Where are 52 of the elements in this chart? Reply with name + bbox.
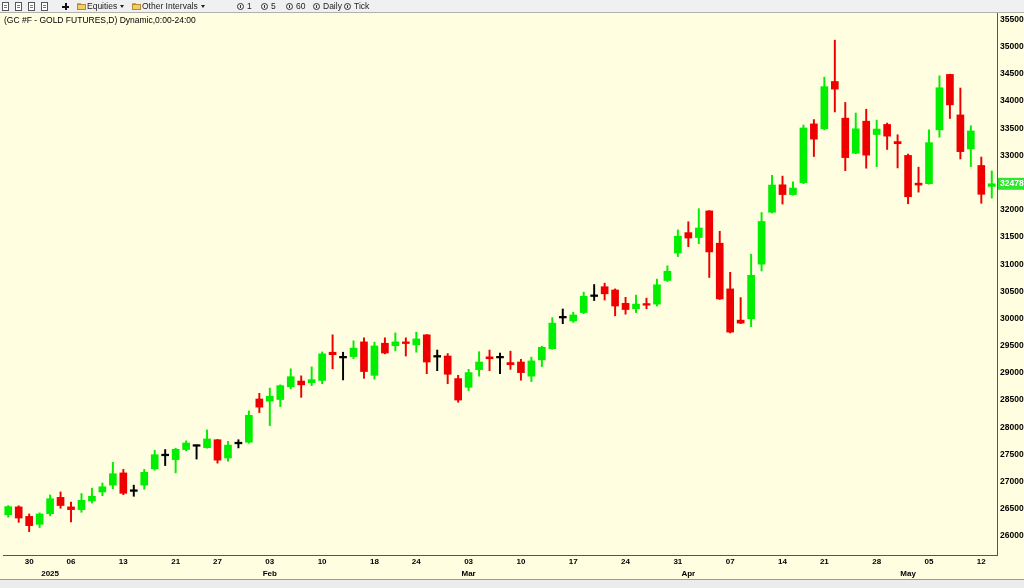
candlestick [893, 134, 902, 169]
y-tick-label: 31000 [1000, 258, 1024, 269]
x-tick-label: 10 [516, 557, 526, 567]
y-tick-label: 26000 [1000, 530, 1024, 541]
header-panel: Equities Other Intervals 1 5 60 Daily Tick [0, 0, 1024, 13]
y-tick-label: 29000 [1000, 367, 1024, 378]
x-tick-label: 30 [24, 557, 35, 567]
x-tick-label: 21 [171, 557, 181, 567]
y-tick-label: 29500 [1000, 340, 1024, 351]
candlestick [161, 449, 170, 466]
x-tick-label: 14 [778, 557, 788, 567]
x-tick-label: May [900, 569, 917, 579]
x-tick-label: 06 [66, 557, 77, 567]
y-tick-label: 31500 [1000, 231, 1024, 242]
x-tick-label: 24 [621, 557, 631, 567]
y-tick-label: 28500 [1000, 394, 1024, 405]
x-tick-label: Apr [681, 569, 696, 579]
candlestick [496, 352, 504, 375]
x-tick-label: 31 [673, 557, 683, 567]
x-tick-label: 03 Feb [262, 557, 278, 579]
y-tick-label: 26500 [1000, 503, 1024, 514]
y-tick-label: 33500 [1000, 122, 1024, 133]
y-tick-label: 34500 [1000, 68, 1024, 79]
x-tick-label: 07 [725, 557, 736, 567]
candlestick [830, 39, 839, 113]
x-tick-label: 18 [369, 557, 380, 567]
y-tick-label: 34000 [1000, 95, 1024, 106]
y-tick-label: 28000 [1000, 421, 1024, 432]
x-tick-label: 24 [411, 557, 422, 567]
y-tick-label: 35000 [1000, 41, 1024, 52]
y-tick-label: 32000 [1000, 204, 1024, 215]
x-tick-label: 28 [872, 557, 882, 567]
y-tick-label: 27000 [1000, 475, 1024, 486]
annotation: 32478 [1000, 178, 1024, 189]
x-tick-label: 27 [213, 557, 223, 567]
candlestick [339, 351, 347, 381]
x-tick-label: 21 [819, 557, 830, 567]
x-tick-label: 2025 [41, 569, 60, 579]
candlestick [590, 284, 598, 301]
x-tick-label: 12 [976, 557, 987, 567]
x-tick-label: 03 Mar [461, 557, 476, 579]
x-tick-label: 10 [317, 557, 328, 567]
candlestick [433, 349, 442, 372]
x-tick-label: 17 [568, 557, 579, 567]
chart-title: (GC #F - GOLD FUTURES,D) Dynamic,0:00-24:00 [4, 15, 197, 26]
y-tick-label: 27500 [1000, 448, 1024, 459]
x-tick-label: 13 [118, 557, 129, 567]
y-tick-label: 35500 [1000, 13, 1024, 24]
y-tick-label: 33000 [1000, 149, 1024, 160]
x-tick-label: 05 [924, 557, 934, 567]
y-tick-label: 30500 [1000, 285, 1024, 296]
y-tick-label: 30000 [1000, 312, 1024, 323]
